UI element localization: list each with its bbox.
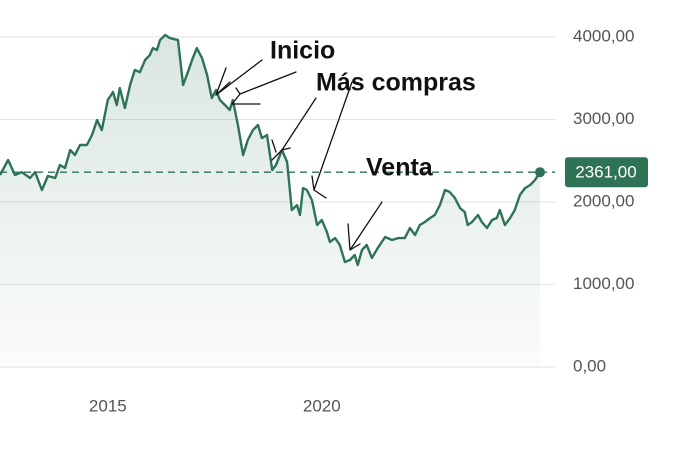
annotation: Venta [366,154,434,182]
x-tick-label: 2020 [303,396,341,415]
annotation-arrows [215,59,383,251]
x-tick-label: 2015 [89,396,127,415]
last-point [535,167,546,178]
annotation: Inicio [270,37,335,65]
y-tick-label: 3000,00 [573,109,634,128]
arrow [215,59,263,96]
y-tick-label: 0,00 [573,356,606,375]
arrow [271,97,317,161]
area [0,35,540,367]
annotation: Más compras [316,69,476,97]
price-line [0,33,542,267]
y-tick-label: 1000,00 [573,274,634,293]
arrow [231,71,297,105]
arrow [311,81,353,199]
reference-label: 2361,00 [575,163,636,182]
arrow [347,201,383,251]
plot: 2361,00 [0,33,648,367]
y-tick-label: 2000,00 [573,191,634,210]
reference-badge [565,157,648,188]
y-tick-label: 4000,00 [573,26,634,45]
